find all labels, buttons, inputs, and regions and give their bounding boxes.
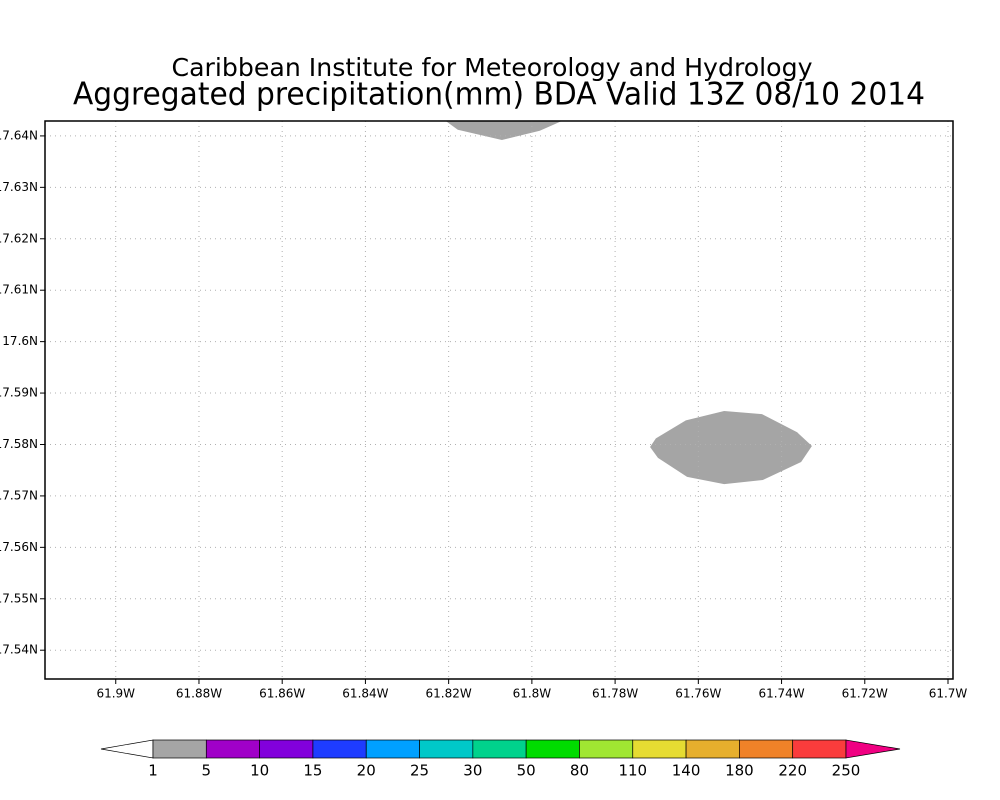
- x-tick-label: 61.78W: [592, 687, 638, 701]
- y-tick-label: 17.55N: [0, 591, 38, 605]
- plot-frame: [44, 120, 954, 680]
- colorbar-label: 250: [832, 762, 861, 780]
- x-tick-label: 61.9W: [96, 687, 135, 701]
- colorbar-bin: [152, 739, 207, 759]
- colorbar-bin: [579, 739, 634, 759]
- colorbar-bin: [685, 739, 740, 759]
- colorbar-label: 30: [463, 762, 482, 780]
- y-tick-label: 17.62N: [0, 231, 38, 245]
- colorbar: 1 5 10 15 20 25 30 50 80 110 140 180 220 250: [100, 739, 901, 780]
- x-tick-label: 61.74W: [758, 687, 804, 701]
- colorbar-label: 220: [778, 762, 807, 780]
- colorbar-label: 180: [725, 762, 754, 780]
- x-tick-label: 61.82W: [426, 687, 472, 701]
- y-tick-label: 17.6N: [2, 334, 38, 348]
- colorbar-end: [100, 739, 154, 759]
- colorbar-label: 1: [148, 762, 158, 780]
- plot-area: 61.9W 61.88W 61.86W 61.84W 61.82W 61.8W 61.78W…: [0, 121, 967, 701]
- x-tick-label: 61.8W: [513, 687, 552, 701]
- colorbar-label: 50: [517, 762, 536, 780]
- x-tick-label: 61.76W: [675, 687, 721, 701]
- colorbar-bin: [365, 739, 420, 759]
- colorbar-bin: [419, 739, 474, 759]
- y-tick-label: 17.63N: [0, 180, 38, 194]
- colorbar-bin: [739, 739, 794, 759]
- colorbar-label: 25: [410, 762, 429, 780]
- colorbar-label: 5: [202, 762, 212, 780]
- x-tick-label: 61.7W: [929, 687, 968, 701]
- precip-region: [650, 411, 812, 485]
- colorbar-bin: [259, 739, 314, 759]
- colorbar-label: 140: [672, 762, 701, 780]
- colorbar-label: 10: [250, 762, 269, 780]
- x-tick-label: 61.86W: [259, 687, 305, 701]
- title: Caribbean Institute for Meteorology and …: [172, 53, 813, 82]
- x-tick-label: 61.84W: [342, 687, 388, 701]
- colorbar-bin: [792, 739, 847, 759]
- precip-region: [445, 121, 562, 141]
- y-tick-label: 17.64N: [0, 128, 38, 142]
- x-tick-label: 61.72W: [842, 687, 888, 701]
- colorbar-bin: [472, 739, 527, 759]
- colorbar-label: 20: [357, 762, 376, 780]
- colorbar-bin: [632, 739, 687, 759]
- y-tick-label: 17.59N: [0, 386, 38, 400]
- colorbar-bin: [205, 739, 260, 759]
- x-tick-label: 61.88W: [176, 687, 222, 701]
- y-tick-label: 17.58N: [0, 437, 38, 451]
- y-tick-label: 17.61N: [0, 283, 38, 297]
- y-tick-label: 17.56N: [0, 540, 38, 554]
- colorbar-label: 110: [618, 762, 647, 780]
- colorbar-bin: [312, 739, 367, 759]
- colorbar-label: 15: [303, 762, 322, 780]
- colorbar-bin: [525, 739, 580, 759]
- colorbar-label: 80: [570, 762, 589, 780]
- colorbar-end: [845, 739, 901, 759]
- y-tick-label: 17.54N: [0, 643, 38, 657]
- subtitle: Aggregated precipitation(mm) BDA Valid 1…: [73, 77, 925, 113]
- y-tick-label: 17.57N: [0, 488, 38, 502]
